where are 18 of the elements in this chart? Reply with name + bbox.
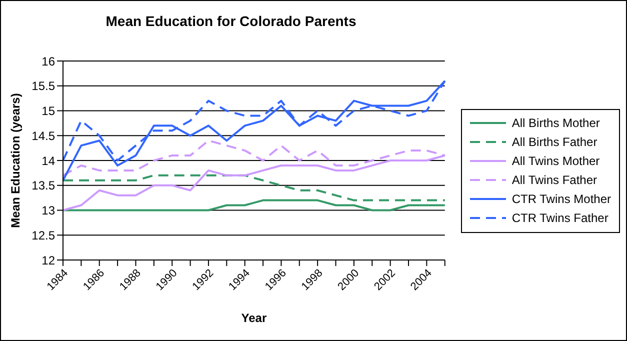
y-tick-label: 12 [42, 253, 56, 268]
legend-label: All Births Father [512, 135, 598, 149]
chart-title: Mean Education for Colorado Parents [104, 13, 358, 29]
legend-label: CTR Twins Mother [512, 192, 611, 206]
legend-label: All Twins Father [512, 173, 598, 187]
legend-label: All Births Mother [512, 116, 600, 130]
y-axis-title: Mean Education (years) [8, 93, 22, 228]
y-tick-label: 14.5 [32, 128, 56, 143]
y-tick-label: 15.5 [32, 79, 56, 94]
legend-label: CTR Twins Father [512, 211, 608, 225]
y-tick-label: 13.5 [32, 178, 56, 193]
y-tick-label: 12.5 [32, 228, 56, 242]
y-tick-label: 15 [42, 104, 56, 118]
y-tick-label: 14 [42, 154, 56, 168]
y-tick-label: 13 [42, 204, 56, 218]
legend-label: All Twins Mother [512, 154, 600, 168]
x-axis-title: Year [241, 311, 267, 325]
y-tick-label: 16 [42, 54, 56, 68]
